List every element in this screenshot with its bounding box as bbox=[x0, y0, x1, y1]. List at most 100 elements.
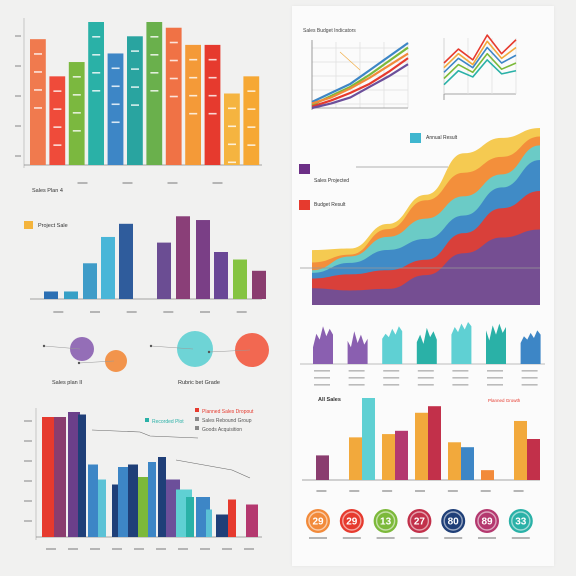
c2-bar bbox=[119, 223, 133, 299]
c2-tick-label bbox=[163, 311, 174, 313]
c4-tick-label bbox=[68, 548, 78, 550]
c4-annotation-line bbox=[175, 459, 251, 479]
c1-bar-label bbox=[72, 130, 81, 132]
c9-bar bbox=[481, 470, 494, 480]
c2-bar bbox=[83, 263, 97, 299]
c1-bar-label bbox=[247, 126, 256, 128]
c1-tick-label bbox=[212, 182, 223, 184]
c1-bar-label bbox=[247, 90, 256, 92]
c1-bar bbox=[185, 44, 201, 165]
c2-tick-label bbox=[200, 311, 210, 313]
c9-title: All Sales bbox=[318, 397, 341, 403]
c1-bar-label bbox=[169, 41, 178, 44]
c1-bar-label bbox=[111, 85, 120, 88]
c1-bar-label bbox=[189, 112, 198, 115]
c4-bar bbox=[98, 479, 106, 537]
c10-donut-label bbox=[511, 537, 530, 539]
c5-series-line bbox=[311, 42, 409, 103]
c1-bar-label bbox=[131, 86, 139, 88]
c8-panel-label bbox=[521, 384, 538, 386]
c1-bar-label bbox=[169, 95, 178, 98]
c3-caption-right: Rubric bet Grade bbox=[178, 380, 220, 386]
c1-bar-label bbox=[72, 112, 81, 114]
c5-series-line bbox=[311, 52, 409, 105]
c2-bar bbox=[64, 291, 78, 299]
c9-tick-label bbox=[480, 490, 491, 492]
c10-donut-label bbox=[410, 537, 429, 539]
c4-tick-label bbox=[156, 548, 166, 550]
c1-bar-label bbox=[228, 107, 236, 110]
c1-tick-label bbox=[167, 182, 178, 184]
c5-series-line bbox=[311, 63, 409, 110]
c2-tick-label bbox=[126, 311, 137, 313]
c1-tick-label bbox=[122, 182, 133, 184]
c4-bar bbox=[118, 467, 128, 537]
c4-bar bbox=[112, 484, 120, 537]
c6-series-line bbox=[443, 46, 517, 73]
c8-panel-label bbox=[348, 384, 365, 386]
c9-tick-label bbox=[349, 490, 360, 492]
c1-y-tick-label bbox=[15, 125, 21, 127]
c1-bar-label bbox=[208, 112, 217, 115]
c9-bar bbox=[514, 420, 527, 480]
c8-panel-label bbox=[487, 370, 503, 372]
c4-bar bbox=[228, 499, 236, 537]
c4-bar bbox=[216, 514, 228, 537]
c7-legend-swatch bbox=[410, 133, 421, 143]
c4-bar bbox=[68, 412, 80, 537]
c10-donut-ring bbox=[443, 511, 463, 531]
c10-donut-ring bbox=[308, 511, 328, 531]
c4-bar bbox=[148, 462, 156, 537]
c2-bar bbox=[233, 259, 247, 299]
c5-title: Sales Budget Indicators bbox=[303, 28, 356, 34]
c1-bar-label bbox=[111, 103, 120, 106]
c10-donut-ring bbox=[511, 511, 531, 531]
c1-bar-label bbox=[247, 108, 256, 110]
c7-legend-swatch bbox=[299, 164, 310, 174]
c1-bar-label bbox=[34, 107, 42, 109]
c1-bar-label bbox=[208, 76, 217, 79]
c1-bar-label bbox=[150, 72, 159, 74]
c8-panel-label bbox=[487, 377, 503, 379]
c1-bar bbox=[49, 76, 66, 165]
c1-bar-label bbox=[92, 54, 101, 56]
c4-tick-label bbox=[222, 548, 232, 550]
c4-legend-item: Sales Rebound Group bbox=[202, 418, 252, 424]
c8-panel-label bbox=[521, 370, 538, 372]
c1-bar-label bbox=[53, 126, 62, 128]
c2-bar bbox=[196, 220, 210, 299]
c4-tick-label bbox=[200, 548, 210, 550]
c3-leader-line bbox=[150, 345, 194, 350]
c8-area-panel bbox=[520, 330, 541, 364]
c4-bar bbox=[78, 414, 86, 537]
c4-tick-label bbox=[244, 548, 254, 550]
c1-bar bbox=[88, 22, 104, 165]
c4-bar bbox=[88, 464, 98, 537]
c7-legend-label: Annual Result bbox=[426, 135, 458, 141]
c10-donut-value: 13 bbox=[380, 517, 392, 528]
c5-annotation-line bbox=[339, 51, 361, 71]
c8-panel-label bbox=[383, 384, 400, 386]
c6-series-line bbox=[443, 52, 517, 80]
c4-tick-label bbox=[134, 548, 144, 550]
c8-panel-label bbox=[348, 377, 365, 379]
c4-bar bbox=[54, 417, 66, 537]
c2-bar bbox=[101, 236, 115, 299]
c3-leader-dot bbox=[207, 350, 211, 354]
c1-bar-label bbox=[169, 77, 178, 80]
c9-tick-label bbox=[415, 490, 425, 492]
c10-donut-value: 89 bbox=[481, 517, 493, 528]
c1-bar-label bbox=[34, 89, 42, 91]
c3-caption-left: Sales plan II bbox=[52, 380, 83, 386]
c4-tick-label bbox=[46, 548, 56, 550]
c8-panel-label bbox=[348, 370, 365, 372]
c8-panel-label bbox=[383, 377, 400, 379]
c6-series-line bbox=[443, 59, 517, 86]
c1-bar-label bbox=[111, 67, 120, 70]
c2-tick-label bbox=[90, 311, 100, 313]
c9-bar bbox=[382, 434, 395, 480]
c4-legend-item: Planned Sales Dropout bbox=[202, 409, 254, 415]
c1-bar-label bbox=[189, 94, 198, 97]
c1-bar bbox=[30, 39, 46, 165]
